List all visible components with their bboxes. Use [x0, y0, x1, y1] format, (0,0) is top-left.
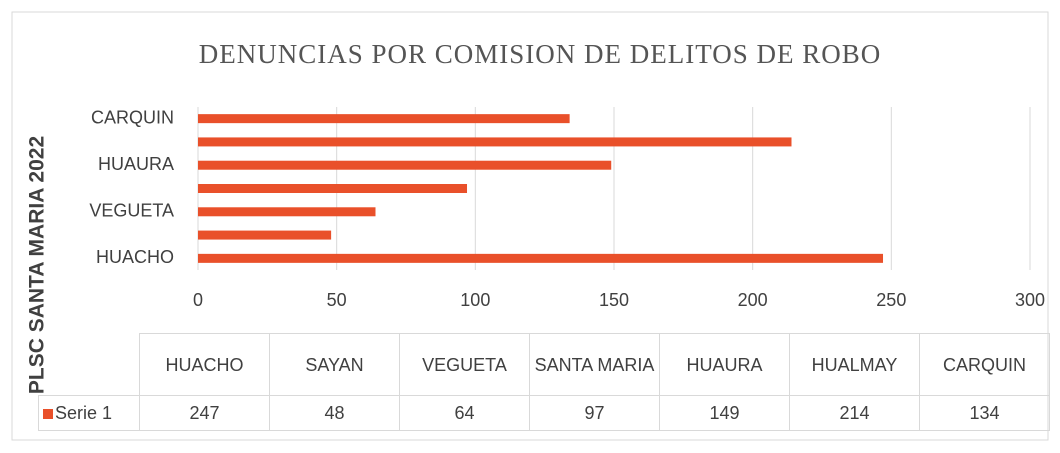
bar: [198, 114, 570, 124]
x-tick-label: 0: [193, 290, 203, 310]
table-header: SANTA MARIA: [529, 333, 660, 396]
legend-key: [43, 408, 53, 419]
bar: [198, 253, 884, 263]
x-tick-label: 250: [876, 290, 906, 310]
chart-border: [11, 11, 1049, 441]
table-value: 214: [789, 395, 920, 431]
table-header: CARQUIN: [919, 333, 1050, 396]
table-value: 64: [399, 395, 530, 431]
bar: [198, 230, 332, 240]
x-tick-label: 150: [599, 290, 629, 310]
x-tick-label: 200: [738, 290, 768, 310]
table-value: 48: [269, 395, 400, 431]
y-tick-label: HUACHO: [96, 247, 174, 267]
table-header: HUACHO: [139, 333, 270, 396]
table-value: 134: [919, 395, 1050, 431]
legend-cell: Serie 1: [38, 395, 140, 431]
x-tick-label: 300: [1015, 290, 1045, 310]
y-axis-title: PLSC SANTA MARIA 2022: [26, 136, 49, 394]
table-value: 247: [139, 395, 270, 431]
table-header: VEGUETA: [399, 333, 530, 396]
table-header: HUAURA: [659, 333, 790, 396]
table-value: 149: [659, 395, 790, 431]
table-corner: [38, 333, 140, 396]
legend-label: Serie 1: [55, 402, 113, 423]
bar: [198, 207, 376, 217]
bar: [198, 184, 468, 193]
x-tick-label: 100: [460, 290, 490, 310]
chart-title: DENUNCIAS POR COMISION DE DELITOS DE ROB…: [199, 39, 882, 69]
table-header: HUALMAY: [789, 333, 920, 396]
y-tick-label: CARQUIN: [91, 107, 174, 127]
bar: [198, 137, 792, 147]
table-header: SAYAN: [269, 333, 400, 396]
table-value: 97: [529, 395, 660, 431]
y-tick-label: HUAURA: [98, 154, 174, 174]
x-tick-label: 50: [327, 290, 347, 310]
data-table: HUACHO SAYAN VEGUETA SANTA MARIA HUAURA HUALM…: [38, 333, 1050, 431]
bar: [198, 160, 612, 170]
y-tick-label: VEGUETA: [89, 201, 174, 221]
